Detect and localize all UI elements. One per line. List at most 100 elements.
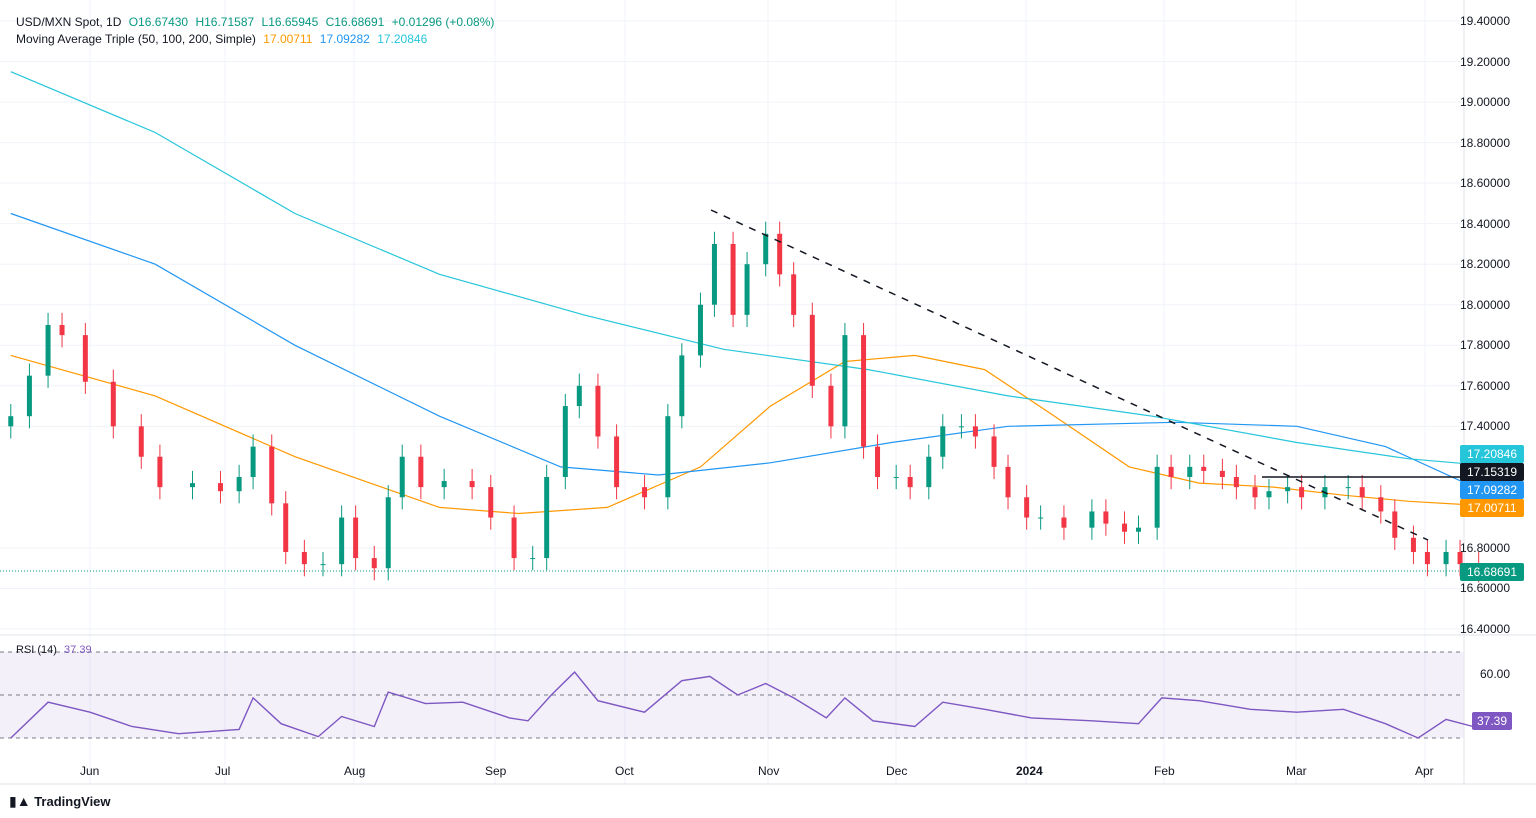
- candle-body: [1252, 487, 1258, 498]
- ma200-value: 17.20846: [377, 32, 428, 46]
- candle-body: [283, 503, 289, 552]
- date-tick-label: 2024: [1016, 764, 1043, 778]
- candle-body: [828, 385, 834, 427]
- ohlc-change: +0.01296 (+0.08%): [391, 15, 495, 29]
- ma100-line: [10, 212, 1479, 490]
- candle-body: [1443, 551, 1449, 565]
- candle-body: [665, 416, 671, 498]
- date-tick-label: Dec: [886, 764, 908, 778]
- candle-body: [385, 497, 391, 569]
- candle-body: [777, 233, 783, 275]
- candle-body: [1187, 466, 1193, 477]
- candle-body: [1038, 517, 1044, 519]
- ma50-value: 17.00711: [263, 32, 313, 46]
- candle-body: [1061, 517, 1067, 528]
- candle-body: [217, 483, 223, 492]
- candle-body: [1424, 551, 1430, 565]
- date-tick-label: Sep: [485, 764, 507, 778]
- price-tick-label: 16.60000: [1459, 581, 1510, 596]
- candle-body: [697, 304, 703, 356]
- candle-body: [1266, 491, 1272, 498]
- tradingview-logo[interactable]: ▮▲ TradingView: [9, 793, 111, 810]
- candle-body: [744, 264, 750, 315]
- candle-body: [26, 375, 32, 417]
- candle-body: [940, 426, 946, 457]
- candle-body: [861, 335, 867, 447]
- price-tick-label: 19.20000: [1459, 54, 1510, 69]
- candle-body: [8, 416, 14, 427]
- price-tick-label: 18.60000: [1459, 176, 1510, 191]
- ohlc-low: L16.65945: [261, 15, 319, 29]
- ohlc-high: H16.71587: [195, 15, 255, 29]
- price-tick-label: 17.80000: [1459, 338, 1510, 353]
- candle-body: [1154, 466, 1160, 528]
- trendline: [710, 209, 1429, 541]
- candle-body: [1345, 487, 1351, 489]
- candle-body: [1136, 527, 1141, 532]
- ma-title: Moving Average Triple (50, 100, 200, Sim…: [16, 32, 256, 46]
- candle-body: [59, 325, 65, 336]
- rsi-line-path: [10, 671, 1479, 739]
- candle-body: [1299, 487, 1305, 498]
- price-tick-label: 16.80000: [1459, 540, 1510, 555]
- candle-body: [711, 243, 717, 305]
- rsi-legend: RSI (14) 37.39: [16, 643, 96, 657]
- ohlc-close: C16.68691: [325, 15, 385, 29]
- candle-body: [791, 274, 797, 315]
- candle-body: [441, 481, 447, 488]
- price-tick-label: 17.40000: [1459, 419, 1510, 434]
- brand-name: TradingView: [34, 794, 111, 809]
- ma200-price-tag: 17.20846: [1460, 445, 1524, 463]
- date-tick-label: Jun: [80, 764, 100, 778]
- tradingview-icon: ▮▲: [9, 793, 31, 809]
- candle-body: [371, 558, 377, 569]
- candle-body: [972, 426, 978, 437]
- candle-body: [488, 487, 494, 518]
- rsi-legend-value: 37.39: [64, 644, 92, 656]
- candle-body: [907, 477, 913, 488]
- candle-body: [809, 314, 815, 386]
- candle-body: [562, 406, 568, 477]
- candle-body: [1122, 523, 1128, 532]
- candle-body: [45, 325, 51, 376]
- candle-body: [991, 436, 997, 467]
- candle-body: [1378, 497, 1384, 512]
- symbol-title: USD/MXN Spot, 1D: [16, 15, 122, 29]
- candle-body: [82, 335, 88, 382]
- date-tick-label: Feb: [1154, 764, 1175, 778]
- candle-body: [190, 483, 196, 488]
- rsi-value-tag: 37.39: [1472, 712, 1512, 730]
- date-tick-label: Apr: [1415, 764, 1434, 778]
- header-legend: USD/MXN Spot, 1D O16.67430 H16.71587 L16…: [16, 15, 498, 29]
- ma50-price-tag: 17.00711: [1460, 499, 1524, 517]
- candle-body: [250, 446, 256, 477]
- candle-body: [320, 564, 326, 566]
- ma200-line: [10, 71, 1479, 466]
- price-tick-label: 17.60000: [1459, 378, 1510, 393]
- candle-body: [614, 436, 620, 488]
- candle-body: [399, 456, 405, 498]
- candle-body: [418, 456, 424, 488]
- candle-body: [1201, 466, 1207, 471]
- date-tick-label: Nov: [758, 764, 780, 778]
- candle-body: [1457, 551, 1463, 565]
- candle-body: [763, 233, 769, 265]
- candle-body: [157, 456, 163, 488]
- candle-body: [730, 243, 736, 315]
- ohlc-open: O16.67430: [128, 15, 189, 29]
- date-tick-label: Oct: [615, 764, 634, 778]
- candle-body: [339, 517, 345, 565]
- ma50-line: [10, 354, 1479, 515]
- candle-body: [875, 446, 881, 477]
- candle-body: [1168, 466, 1174, 477]
- candle-body: [353, 517, 359, 559]
- candle-body: [958, 426, 964, 428]
- price-tick-label: 18.80000: [1459, 135, 1510, 150]
- candle-body: [1233, 477, 1239, 488]
- rsi-axis-label: 60.00: [1479, 667, 1510, 681]
- candle-body: [595, 385, 601, 437]
- ma100-price-tag: 17.09282: [1460, 481, 1524, 499]
- candle-body: [1410, 537, 1416, 552]
- ma-legend: Moving Average Triple (50, 100, 200, Sim…: [16, 32, 431, 46]
